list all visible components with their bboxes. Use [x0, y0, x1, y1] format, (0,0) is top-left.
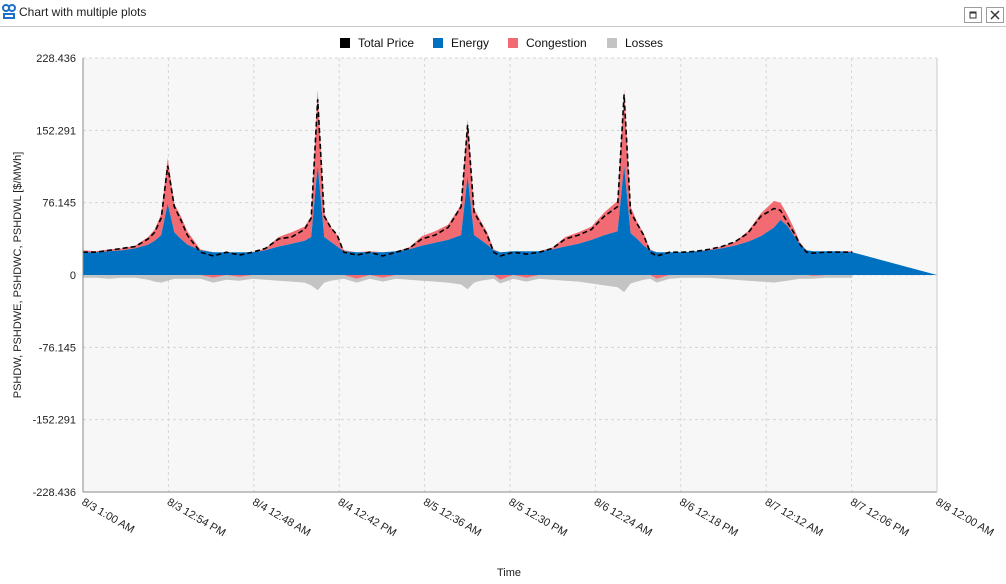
legend-swatch [340, 38, 350, 48]
x-tick-label: 8/3 1:00 AM [80, 496, 137, 536]
x-tick-label: 8/8 12:00 AM [934, 496, 996, 539]
app-logo-icon [2, 4, 16, 19]
close-icon [990, 10, 1000, 20]
axes [82, 58, 938, 493]
x-tick-label: 8/7 12:12 AM [763, 496, 825, 539]
x-tick-label: 8/5 12:30 PM [507, 496, 570, 539]
legend-label: Energy [451, 36, 490, 50]
x-tick-label: 8/6 12:24 AM [592, 496, 654, 539]
x-tick-label: 8/7 12:06 PM [848, 496, 911, 539]
close-button[interactable] [986, 7, 1004, 23]
legend-swatch [508, 38, 518, 48]
legend-label: Losses [625, 36, 664, 50]
chart-legend: Total Price Energy Congestion Losses [0, 34, 1006, 52]
congestion-negative-area [83, 275, 937, 280]
y-tick-label: 76.145 [42, 198, 76, 210]
y-axis-title: PSHDW, PSHDWE, PSHDWC, PSHDWL [$/MWh] [12, 152, 24, 399]
legend-swatch [433, 38, 443, 48]
energy-area [83, 165, 937, 275]
x-tick-label: 8/4 12:48 AM [250, 496, 312, 539]
maximize-button[interactable] [964, 7, 982, 23]
y-tick-label: 152.291 [36, 125, 76, 137]
maximize-icon [969, 11, 977, 19]
y-tick-label: -152.291 [33, 415, 76, 427]
y-tick-label: 0 [70, 270, 76, 282]
legend-swatch [607, 38, 617, 48]
y-tick-labels: 228.436 152.291 76.145 0 -76.145 -152.291 -228… [33, 53, 76, 499]
legend-label: Congestion [526, 36, 587, 50]
x-tick-label: 8/4 12:42 PM [336, 496, 399, 539]
window-title: Chart with multiple plots [19, 5, 147, 19]
congestion-area [83, 89, 853, 253]
x-tick-label: 8/3 12:54 PM [165, 496, 228, 539]
x-tick-label: 8/6 12:18 PM [677, 496, 740, 539]
x-tick-labels: 8/3 1:00 AM 8/3 12:54 PM 8/4 12:48 AM 8/4 1… [80, 496, 996, 539]
losses-area [83, 275, 853, 293]
y-tick-label: -228.436 [33, 487, 76, 499]
y-tick-label: -76.145 [39, 342, 76, 354]
x-axis-title: Time [497, 567, 521, 579]
legend-label: Total Price [358, 36, 415, 50]
total-price-line [83, 94, 853, 257]
series-areas [83, 89, 937, 293]
y-tick-label: 228.436 [36, 53, 76, 65]
window-titlebar: Chart with multiple plots [0, 0, 1006, 27]
x-tick-label: 8/5 12:36 AM [421, 496, 483, 539]
